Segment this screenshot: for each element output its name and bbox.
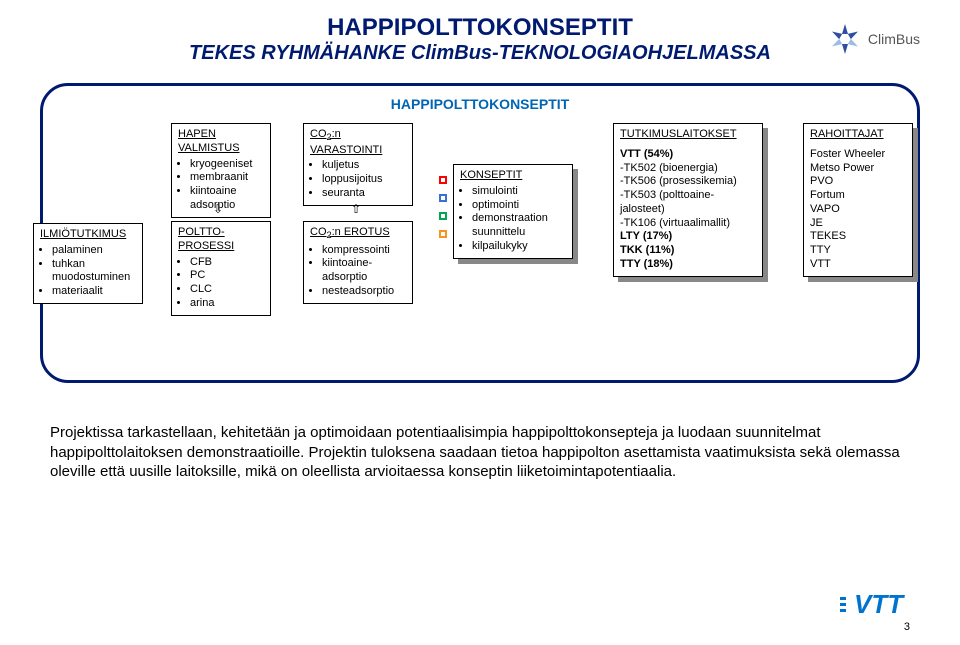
box-ilmio-title: ILMIÖTUTKIMUS bbox=[40, 228, 136, 242]
connector-orange bbox=[439, 230, 447, 238]
vtt-logo: VTT bbox=[840, 585, 930, 619]
connector-red bbox=[439, 176, 447, 184]
diagram-title: HAPPIPOLTTOKONSEPTIT bbox=[53, 96, 907, 112]
box-poltto-title: POLTTO-PROSESSI bbox=[178, 226, 264, 254]
box-rahoit: RAHOITTAJAT Foster Wheeler Metso Power P… bbox=[803, 123, 913, 277]
climbus-logo: ClimBus bbox=[828, 22, 920, 56]
box-rahoit-title: RAHOITTAJAT bbox=[810, 128, 906, 142]
box-poltto: POLTTO-PROSESSI CFB PC CLC arina bbox=[171, 221, 271, 316]
diagram-frame: HAPPIPOLTTOKONSEPTIT ILMIÖTUTKIMUS palam… bbox=[40, 83, 920, 383]
connector-green bbox=[439, 212, 447, 220]
diagram-container: HAPPIPOLTTOKONSEPTIT ILMIÖTUTKIMUS palam… bbox=[40, 83, 920, 383]
box-varast: CO2:n VARASTOINTI kuljetus loppusijoitus… bbox=[303, 123, 413, 206]
description-paragraph: Projektissa tarkastellaan, kehitetään ja… bbox=[50, 423, 910, 482]
page-number: 3 bbox=[904, 621, 910, 633]
box-erotus: CO2:n EROTUS kompressointi kiintoaine-ad… bbox=[303, 221, 413, 304]
box-konsept: KONSEPTIT simulointi optimointi demonstr… bbox=[453, 164, 573, 259]
box-erotus-title: CO2:n EROTUS bbox=[310, 226, 406, 242]
box-ilmio: ILMIÖTUTKIMUS palaminen tuhkan muodostum… bbox=[33, 223, 143, 304]
snowflake-icon bbox=[828, 22, 862, 56]
page-subtitle: TEKES RYHMÄHANKE ClimBus-TEKNOLOGIAOHJEL… bbox=[0, 42, 960, 65]
connector-blue bbox=[439, 194, 447, 202]
box-ilmio-items: palaminen tuhkan muodostuminen materiaal… bbox=[40, 244, 136, 299]
box-tutkimus-title: TUTKIMUSLAITOKSET bbox=[620, 128, 756, 142]
arrow-up-icon: ⇧ bbox=[351, 202, 361, 216]
box-tutkimus: TUTKIMUSLAITOKSET VTT (54%) -TK502 (bioe… bbox=[613, 123, 763, 277]
box-konsept-title: KONSEPTIT bbox=[460, 169, 566, 183]
climbus-label: ClimBus bbox=[868, 31, 920, 47]
box-varast-title: CO2:n VARASTOINTI bbox=[310, 128, 406, 157]
svg-text:VTT: VTT bbox=[854, 589, 905, 619]
page-title: HAPPIPOLTTOKONSEPTIT bbox=[0, 14, 960, 42]
arrow-down-icon: ⇩ bbox=[213, 202, 223, 216]
box-hapen-title: HAPEN VALMISTUS bbox=[178, 128, 264, 156]
